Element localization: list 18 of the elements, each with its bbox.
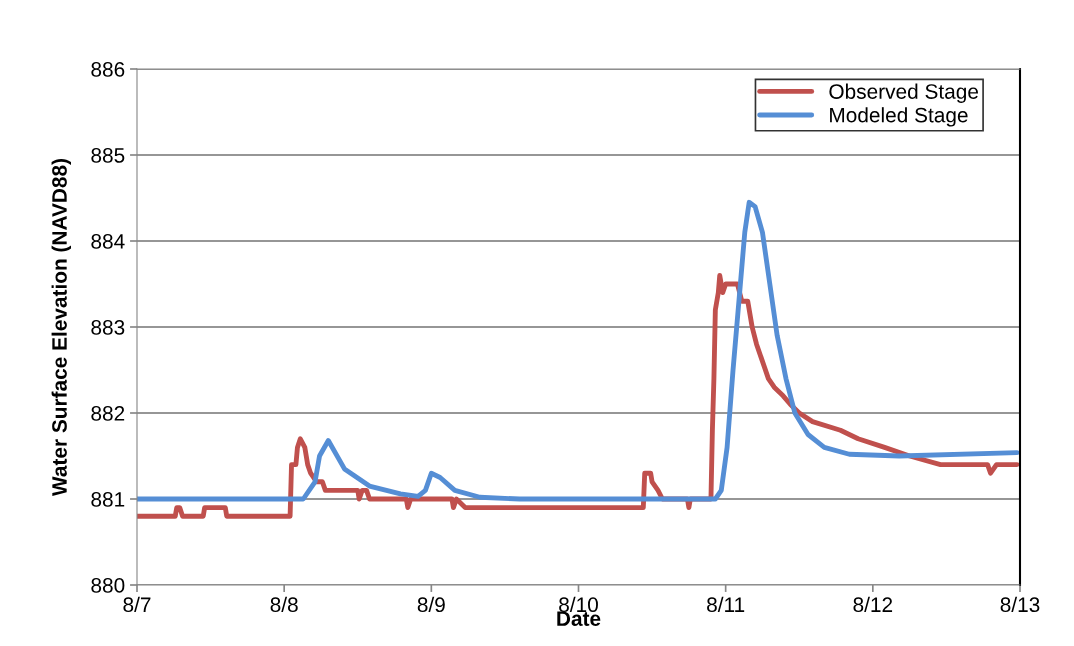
x-tick-label: 8/10 bbox=[559, 596, 598, 613]
x-tick-label: 8/12 bbox=[853, 596, 893, 613]
y-tick-label: 885 bbox=[91, 148, 125, 163]
y-tick-label: 884 bbox=[91, 234, 125, 249]
x-tick-label: 8/8 bbox=[270, 596, 298, 613]
y-tick-label: 886 bbox=[91, 62, 125, 77]
x-tick-label: 8/7 bbox=[123, 596, 151, 613]
y-axis-title: Water Surface Elevation (NAVD88) bbox=[51, 159, 71, 496]
y-tick-label: 882 bbox=[91, 406, 125, 421]
x-axis-title: Date bbox=[557, 611, 601, 626]
legend-label: Observed Stage bbox=[829, 83, 979, 103]
y-tick-label: 881 bbox=[91, 492, 125, 507]
x-tick-label: 8/11 bbox=[707, 596, 745, 613]
y-tick-label: 883 bbox=[91, 320, 125, 335]
legend-label: Modeled Stage bbox=[830, 107, 968, 127]
y-tick-label: 880 bbox=[91, 578, 125, 593]
x-tick-label: 8/13 bbox=[1000, 596, 1040, 613]
x-tick-label: 8/9 bbox=[417, 596, 445, 613]
